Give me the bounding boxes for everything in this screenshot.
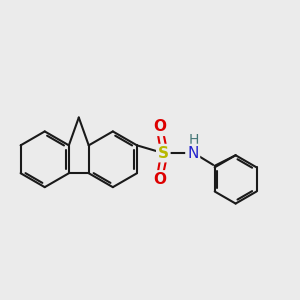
Text: S: S <box>158 146 169 160</box>
Text: O: O <box>154 119 167 134</box>
Text: O: O <box>154 172 167 187</box>
Text: H: H <box>189 133 200 147</box>
Text: N: N <box>187 146 198 160</box>
